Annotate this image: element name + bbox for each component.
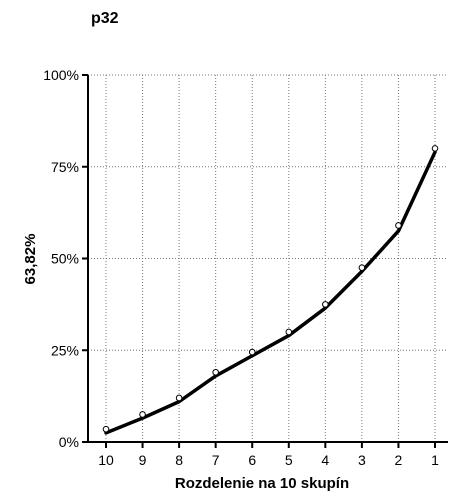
x-tick-label: 7 [212,452,220,468]
chart-title: p32 [91,10,119,27]
data-point-marker [102,425,110,433]
gridlines [88,74,448,442]
y-tick-label: 100% [43,67,79,83]
data-point-marker [358,264,366,271]
data-point-marker [322,301,329,308]
x-tick-label: 4 [321,452,329,468]
x-tick-label: 2 [395,452,403,468]
data-point-marker [248,348,256,356]
x-tick-label: 8 [175,452,183,468]
data-point-marker [139,411,146,418]
x-tick-label: 3 [358,452,366,468]
y-tick-label: 25% [51,342,79,358]
x-tick-label: 9 [139,452,147,468]
x-axis-title: Rozdelenie na 10 skupín [175,475,349,492]
data-point-marker [285,328,293,336]
x-tick-label: 1 [431,452,439,468]
y-tick-label: 50% [51,251,79,267]
data-point-marker [175,394,183,402]
y-tick-label: 75% [51,159,79,175]
y-axis-ticks: 0% 25% 50% 75% 100% [43,67,88,450]
x-tick-label: 5 [285,452,293,468]
y-axis-title: 63,82% [22,234,39,285]
series [102,145,439,435]
data-point-marker [212,368,219,376]
x-tick-label: 10 [98,452,114,468]
data-point-marker [395,222,402,229]
x-tick-label: 6 [248,452,256,468]
data-point-marker [431,145,439,152]
series-line [104,150,437,435]
x-axis-ticks: 10 9 8 7 6 5 4 3 2 1 [98,442,439,468]
y-tick-label: 0% [59,434,79,450]
